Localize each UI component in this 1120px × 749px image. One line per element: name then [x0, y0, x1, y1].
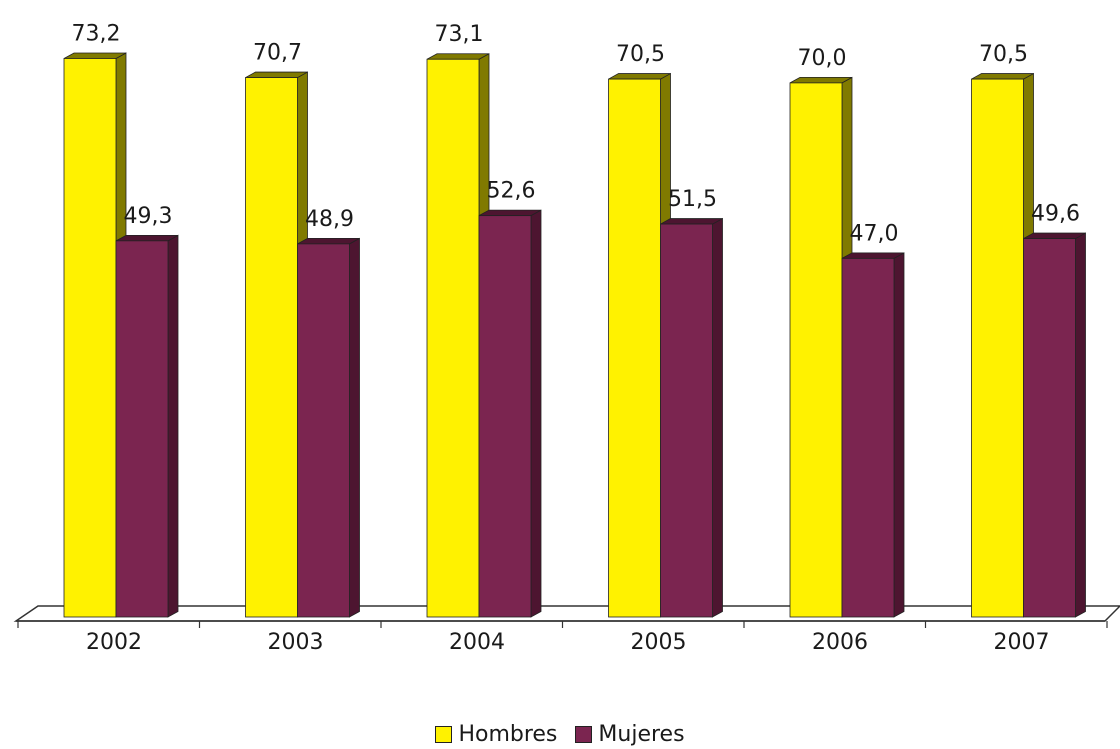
x-tick-label-2006: 2006	[812, 630, 868, 655]
bar-front	[245, 77, 298, 618]
bar-front	[63, 58, 117, 618]
bar-top	[608, 73, 671, 80]
x-tick-label-2004: 2004	[449, 630, 505, 655]
bar-top	[1023, 232, 1086, 239]
legend-swatch-hombres	[435, 726, 453, 743]
bar-front	[608, 78, 661, 618]
bar-front	[789, 82, 843, 618]
bar-top	[660, 218, 723, 225]
bar-top	[841, 252, 905, 259]
bar-mujeres-2007	[1023, 232, 1086, 618]
value-label-hombres-2005: 70,5	[616, 42, 665, 67]
bar-side	[1075, 232, 1086, 618]
value-label-mujeres-2005: 51,5	[668, 187, 717, 212]
value-label-mujeres-2007: 49,6	[1031, 202, 1080, 227]
bar-top	[478, 209, 542, 217]
value-label-hombres-2004: 73,1	[435, 22, 484, 47]
bar-mujeres-2002	[115, 234, 179, 618]
bar-top	[426, 53, 490, 60]
legend-label-hombres: Hombres	[458, 722, 558, 747]
bar-front	[478, 215, 532, 618]
x-tick-label-2005: 2005	[631, 630, 687, 655]
bar-mujeres-2006	[841, 252, 905, 618]
value-labels-group: 73,2 49,3 70,7 48,9 73,1 52,6 70,5 51,5 70,0 47,0…	[72, 21, 1080, 246]
bar-mujeres-2003	[297, 237, 360, 618]
chart-floor	[13, 605, 1120, 622]
x-tick-label-2007: 2007	[994, 630, 1050, 655]
bar-hombres-2003	[245, 71, 308, 618]
bar-front	[660, 223, 713, 618]
x-tick-label-2003: 2003	[268, 630, 324, 655]
bar-front	[426, 58, 480, 618]
bar-side	[349, 237, 360, 618]
legend-item-mujeres: Mujeres	[575, 722, 685, 747]
value-label-mujeres-2004: 52,6	[487, 179, 536, 204]
value-label-hombres-2007: 70,5	[979, 42, 1028, 67]
bar-side	[893, 252, 905, 618]
value-label-hombres-2003: 70,7	[253, 41, 302, 66]
bar-top	[115, 234, 179, 242]
floor-plane	[13, 605, 1120, 622]
bar-front	[297, 243, 350, 618]
bar-top	[789, 77, 853, 84]
x-tick-label-2002: 2002	[86, 630, 142, 655]
bar-side	[167, 234, 179, 618]
bar-top	[297, 237, 360, 245]
bar-side	[712, 217, 723, 618]
bar-mujeres-2005	[660, 217, 723, 618]
bar-top	[245, 71, 308, 78]
bar-front	[971, 78, 1024, 618]
value-label-mujeres-2002: 49,3	[124, 204, 173, 229]
x-axis-ticks: 2002 2003 2004 2005 2006 2007	[17, 621, 1108, 655]
bar-top	[63, 52, 127, 59]
bar-front	[115, 240, 169, 618]
legend-label-mujeres: Mujeres	[598, 722, 685, 747]
bar-side	[530, 209, 542, 618]
bars-group	[63, 52, 1086, 618]
legend: Hombres Mujeres	[0, 722, 1120, 747]
bar-mujeres-2004	[478, 209, 542, 618]
bar-front	[1023, 238, 1076, 618]
legend-item-hombres: Hombres	[435, 722, 557, 747]
value-label-hombres-2006: 70,0	[798, 46, 847, 71]
bar-front	[841, 257, 895, 618]
value-label-mujeres-2003: 48,9	[305, 207, 354, 232]
value-label-mujeres-2006: 47,0	[850, 221, 899, 246]
legend-swatch-mujeres	[575, 726, 593, 743]
bar-top	[971, 73, 1034, 80]
value-label-hombres-2002: 73,2	[72, 21, 121, 46]
